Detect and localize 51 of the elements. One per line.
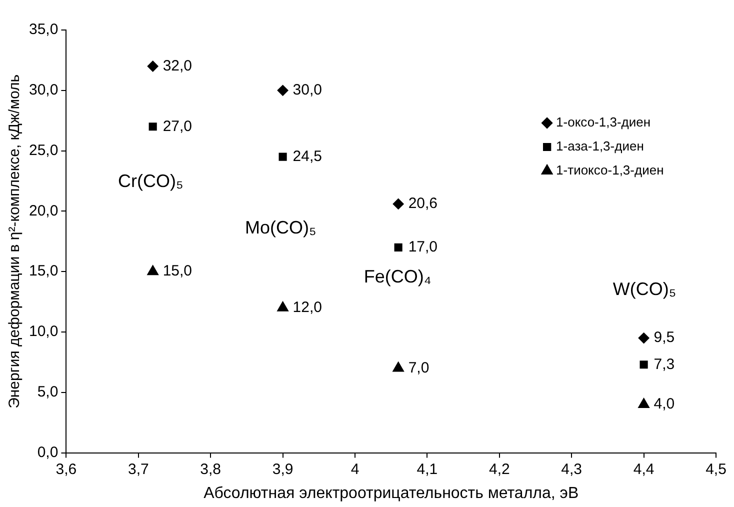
y-tick-label: 20,0 [28, 202, 58, 220]
x-tick-label: 4,3 [561, 460, 582, 478]
point [638, 332, 650, 344]
point [147, 265, 159, 276]
y-tick-label: 0,0 [37, 444, 58, 461]
annotation: Fe(CO)₄ [364, 266, 432, 286]
x-tick-label: 4 [350, 460, 360, 478]
data-label: 12,0 [292, 298, 322, 316]
x-tick-label: 4,5 [706, 460, 726, 478]
data-label: 4,0 [654, 396, 675, 413]
data-label: 20,6 [408, 195, 438, 212]
data-label: 9,5 [654, 329, 675, 346]
x-tick-label: 4,4 [633, 460, 654, 478]
point [148, 122, 157, 131]
point [278, 152, 287, 161]
y-tick-label: 35,0 [28, 21, 58, 38]
x-tick-label: 3,7 [128, 460, 149, 478]
data-label: 24,5 [292, 148, 322, 165]
y-tick-label: 5,0 [37, 384, 58, 401]
y-axis-title: Энергия деформации в η²-комплексе, кДж/моль [6, 74, 24, 408]
y-tick-label: 10,0 [28, 323, 58, 340]
point [147, 60, 158, 72]
x-tick-label: 4,2 [488, 460, 510, 478]
point [392, 198, 404, 210]
data-label: 32,0 [162, 57, 192, 74]
annotation: Cr(CO)₅ [118, 171, 184, 192]
point [638, 398, 650, 408]
annotation: Mo(CO)₅ [245, 218, 316, 238]
point [394, 243, 402, 252]
data-label: 15,0 [162, 262, 192, 280]
data-label: 7,0 [408, 359, 430, 376]
point [392, 362, 404, 372]
x-tick-label: 3,8 [200, 460, 222, 478]
x-tick-label: 3,9 [272, 460, 294, 478]
y-tick-label: 30,0 [28, 82, 58, 99]
data-label: 27,0 [162, 118, 192, 135]
legend-label: 1-тиоксо-1,3-диен [556, 162, 664, 178]
annotation: W(CO)₅ [612, 278, 676, 299]
x-axis-title: Абсолютная электроотрицательность металла, эВ [204, 484, 579, 502]
point [640, 360, 648, 369]
x-tick-label: 4,1 [416, 460, 438, 478]
data-label: 17,0 [408, 238, 438, 256]
x-tick-label: 3,6 [56, 460, 77, 478]
point [277, 84, 288, 96]
y-tick-label: 15,0 [28, 262, 58, 280]
legend-label: 1-оксо-1,3-диен [556, 114, 651, 130]
y-tick-label: 25,0 [28, 142, 58, 159]
point [277, 301, 288, 312]
data-label: 30,0 [292, 82, 322, 99]
data-label: 7,3 [654, 356, 675, 373]
legend-label: 1-аза-1,3-диен [556, 138, 644, 154]
